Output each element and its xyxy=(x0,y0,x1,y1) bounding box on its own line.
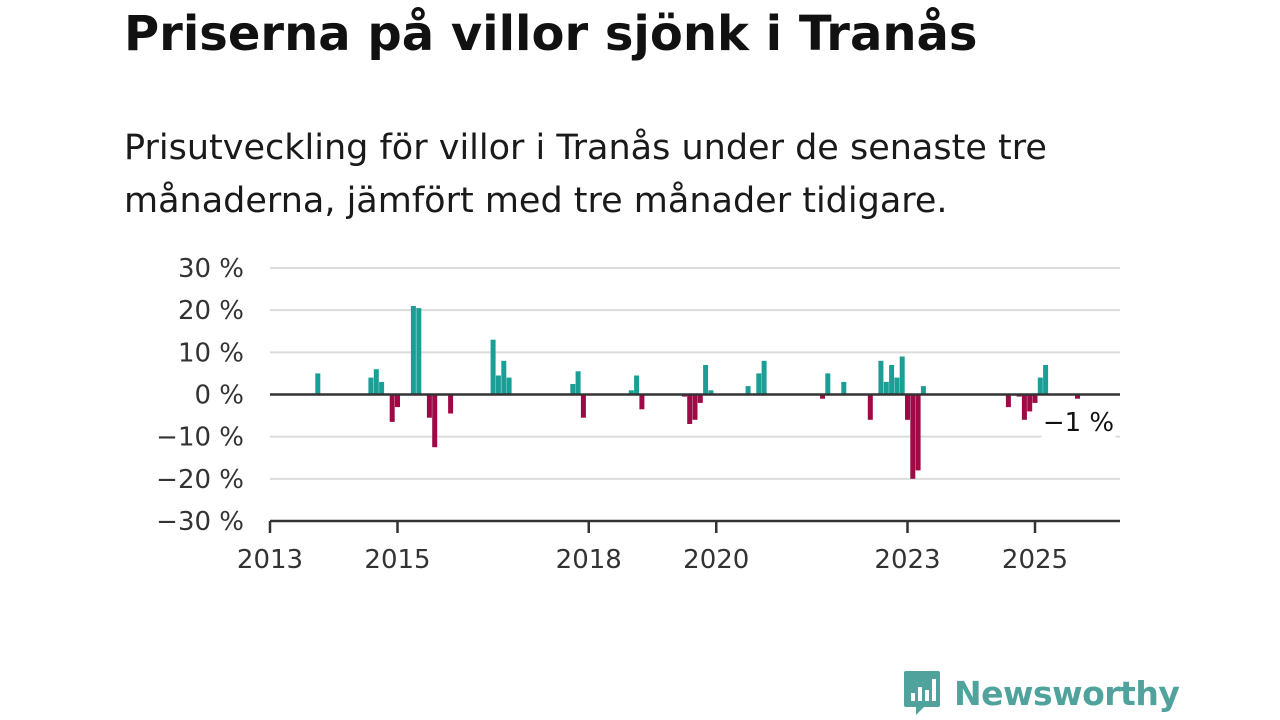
bar xyxy=(910,394,916,479)
bar xyxy=(495,375,501,395)
bar xyxy=(894,377,900,395)
newsworthy-logo: Newsworthy xyxy=(902,670,1180,716)
bar xyxy=(368,377,374,395)
y-tick-label: −30 % xyxy=(156,507,244,537)
bar xyxy=(506,377,512,395)
bar xyxy=(687,394,693,424)
x-tick-label: 2018 xyxy=(556,545,622,575)
bar xyxy=(575,371,581,395)
bar xyxy=(1032,394,1038,403)
annotation: −1 % xyxy=(1041,404,1116,438)
newsworthy-chart-bubble-icon xyxy=(904,671,940,715)
bar xyxy=(634,375,640,395)
bar xyxy=(1021,394,1027,420)
bar xyxy=(878,360,884,395)
x-axis: 2013 2015 2018 2020 2023 2025 xyxy=(237,519,1120,575)
bar xyxy=(580,394,586,418)
bar xyxy=(825,373,831,395)
logo-text: Newsworthy xyxy=(954,673,1180,713)
bar xyxy=(379,381,385,395)
bar xyxy=(883,381,889,395)
y-tick-label: 30 % xyxy=(178,254,244,284)
grid-lines xyxy=(270,267,1120,480)
bar xyxy=(841,381,847,395)
y-tick-label: 10 % xyxy=(178,338,244,368)
bar xyxy=(820,394,825,399)
y-tick-label: −10 % xyxy=(156,423,244,453)
bar xyxy=(490,339,496,395)
bar xyxy=(501,360,507,395)
x-tick-label: 2015 xyxy=(364,545,430,575)
bar xyxy=(373,369,379,395)
bar xyxy=(889,365,895,395)
x-tick-label: 2023 xyxy=(874,545,940,575)
bar xyxy=(756,373,762,395)
y-tick-label: −20 % xyxy=(156,465,244,495)
bar xyxy=(920,386,926,395)
bar xyxy=(703,365,709,395)
bar xyxy=(697,394,703,403)
bar xyxy=(410,306,416,395)
bar xyxy=(416,308,422,395)
bar xyxy=(915,394,921,471)
x-tick-label: 2013 xyxy=(237,545,303,575)
bar xyxy=(745,386,751,395)
y-tick-label: 0 % xyxy=(194,381,244,411)
x-tick-label: 2025 xyxy=(1002,545,1068,575)
bar xyxy=(692,394,698,420)
bar xyxy=(395,394,400,408)
y-axis-ticks: 30 % 20 % 10 % 0 % −10 % −20 % −30 % xyxy=(156,254,244,537)
bar xyxy=(432,394,438,448)
bar xyxy=(628,390,634,395)
bar xyxy=(426,394,432,418)
x-tick-label: 2020 xyxy=(683,545,749,575)
bar xyxy=(761,360,767,395)
bar xyxy=(639,394,645,410)
bar xyxy=(448,394,454,414)
annotation-label: −1 % xyxy=(1043,408,1114,438)
bars xyxy=(315,306,1080,479)
bar xyxy=(570,384,576,395)
chart-title: Priserna på villor sjönk i Tranås xyxy=(124,6,978,62)
bar xyxy=(905,394,910,420)
bar xyxy=(315,373,321,395)
bar xyxy=(1043,365,1049,395)
bar xyxy=(1027,394,1033,412)
bar xyxy=(389,394,395,422)
bar xyxy=(1037,377,1043,395)
chart-subtitle: Prisutveckling för villor i Tranås under… xyxy=(124,128,1047,221)
bar xyxy=(1005,394,1011,408)
bar xyxy=(899,356,905,395)
bar xyxy=(708,390,714,395)
bar xyxy=(867,394,873,420)
annotation-background xyxy=(1041,404,1116,438)
y-tick-label: 20 % xyxy=(178,296,244,326)
bar xyxy=(1075,394,1080,399)
